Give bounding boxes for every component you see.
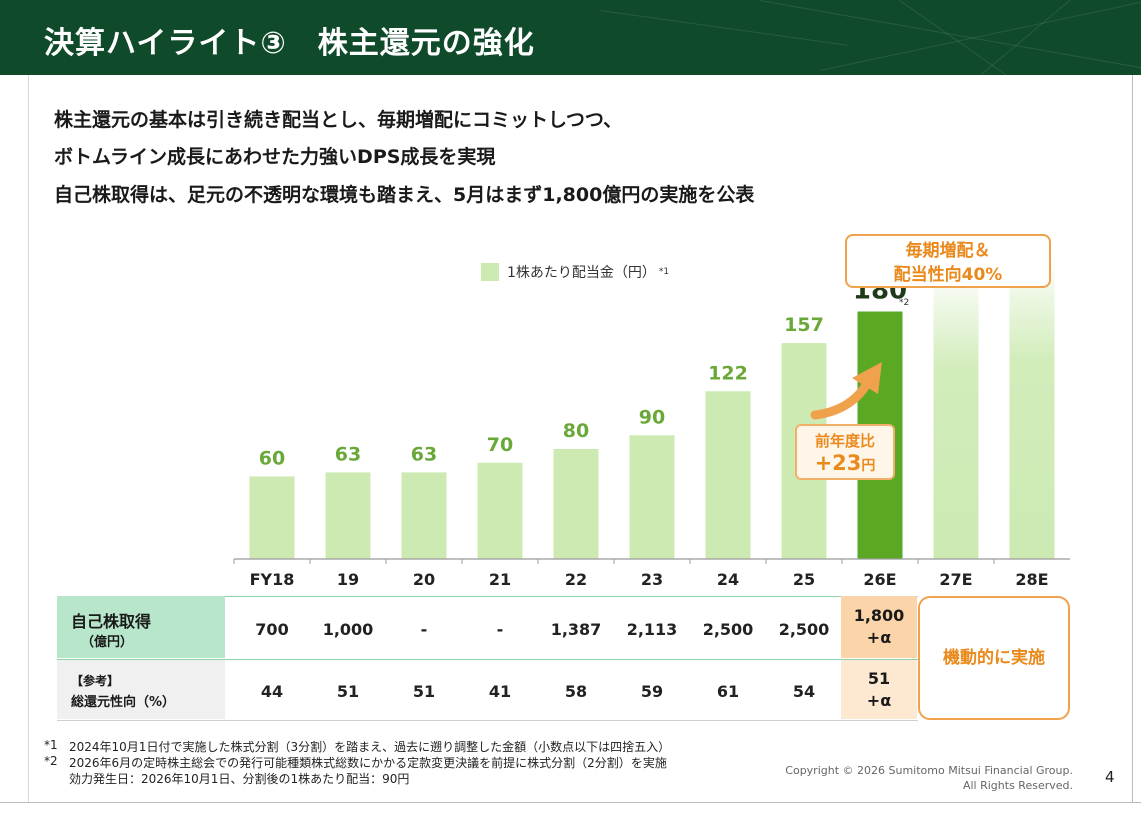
policy-line-2: 配当性向40%: [893, 265, 1003, 285]
payout-24: 61: [716, 682, 740, 701]
x-label-21: 21: [488, 570, 512, 589]
buyback-25: 2,500: [778, 620, 830, 639]
yoy-value: +23円: [797, 451, 893, 478]
payout-21: 41: [488, 682, 512, 701]
buyback-20: -: [420, 620, 428, 639]
payout-label: 総還元性向（%）: [71, 695, 176, 710]
buyback-unit: （億円）: [81, 635, 134, 650]
table-top-rule: [57, 596, 918, 597]
buyback-19: 1,000: [322, 620, 374, 639]
copyright: Copyright © 2026 Sumitomo Mitsui Financi…: [785, 763, 1073, 793]
buyback-21: -: [496, 620, 504, 639]
table-mid-rule: [57, 659, 918, 660]
x-label-FY18: FY18: [249, 570, 295, 589]
fy26-buyback-cell: [841, 596, 917, 658]
x-label-28E: 28E: [1015, 570, 1049, 589]
bar-21: [477, 462, 523, 559]
legend-label: 1株あたり配当金（円）: [507, 265, 656, 281]
left-border: [28, 75, 29, 802]
lead-line-1: 株主還元の基本は引き続き配当とし、毎期増配にコミットしつつ、: [54, 109, 623, 131]
buyback-23: 2,113: [626, 620, 678, 639]
bar-22: [553, 449, 599, 559]
page-title: 決算ハイライト③ 株主還元の強化: [44, 26, 535, 61]
yoy-amount: +23: [814, 451, 862, 475]
bar-24: [705, 391, 751, 559]
copyright-line-2: All Rights Reserved.: [962, 779, 1073, 792]
footnote-2: 2026年6月の定時株主総会での発行可能種類株式総数にかかる定款変更決議を前提に…: [69, 756, 667, 770]
table-bottom-rule: [57, 720, 918, 721]
bar-23: [629, 435, 675, 559]
x-label-24: 24: [716, 570, 740, 589]
payout-22: 58: [564, 682, 588, 701]
fy26-payout-value: 51: [867, 669, 891, 688]
copyright-line-1: Copyright © 2026 Sumitomo Mitsui Financi…: [785, 764, 1073, 777]
payout-ref: 【参考】: [71, 674, 120, 688]
policy-line-1: 毎期増配＆: [905, 241, 991, 261]
value-label-22: 80: [563, 420, 589, 442]
x-label-19: 19: [336, 570, 360, 589]
payout-FY18: 44: [260, 682, 284, 701]
value-label-19: 63: [335, 443, 361, 465]
footnote-1: 2024年10月1日付で実施した株式分割（3分割）を踏まえ、過去に遡り調整した金…: [69, 740, 671, 754]
value-label-21: 70: [487, 434, 513, 456]
yoy-unit: 円: [861, 458, 876, 474]
footnote-2-mark: *2: [44, 754, 58, 768]
footnote-1-mark: *1: [44, 738, 58, 752]
policy-callout: 毎期増配＆ 配当性向40%: [845, 234, 1051, 288]
x-label-27E: 27E: [939, 570, 973, 589]
bar-FY18: [249, 476, 295, 559]
right-border: [1132, 75, 1141, 802]
x-label-25: 25: [792, 570, 816, 589]
fy26-payout-plus: +α: [866, 691, 892, 710]
fy26-buyback-value: 1,800: [853, 606, 905, 625]
value-label-23: 90: [639, 406, 665, 428]
chart-legend: 1株あたり配当金（円） *1: [481, 262, 669, 282]
fy26-buyback-plus: +α: [866, 628, 892, 647]
payout-row-label: 【参考】 総還元性向（%）: [57, 660, 225, 719]
buyback-row-label: 自己株取得 （億円）: [57, 596, 225, 658]
buyback-24: 2,500: [702, 620, 754, 639]
x-label-26E: 26E: [863, 570, 897, 589]
x-label-23: 23: [640, 570, 664, 589]
value-label-20: 63: [411, 443, 437, 465]
trend-arrow: [810, 377, 873, 420]
page-number: 4: [1105, 768, 1115, 786]
buyback-FY18: 700: [255, 620, 289, 639]
bar-27E: [933, 267, 979, 559]
buyback-label: 自己株取得: [71, 612, 152, 631]
header-bar: 決算ハイライト③ 株主還元の強化: [0, 0, 1141, 75]
legend-note: *1: [658, 267, 670, 277]
bar-28E: [1009, 252, 1055, 559]
yoy-label: 前年度比: [814, 432, 875, 450]
x-label-22: 22: [564, 570, 588, 589]
flexible-callout: 機動的に実施: [918, 596, 1070, 720]
legend-swatch: [481, 263, 499, 281]
x-label-20: 20: [412, 570, 436, 589]
payout-19: 51: [336, 682, 360, 701]
value-note: *2: [899, 298, 910, 308]
payout-25: 54: [792, 682, 816, 701]
footnote-2b: 効力発生日：2026年10月1日、分割後の1株あたり配当：90円: [69, 772, 410, 786]
lead-line-3: 自己株取得は、足元の不透明な環境も踏まえ、5月はまず1,800億円の実施を公表: [54, 184, 755, 206]
value-label-25: 157: [784, 314, 824, 336]
lead-line-2: ボトムライン成長にあわせた力強いDPS成長を実現: [54, 146, 496, 168]
buyback-22: 1,387: [550, 620, 602, 639]
trend-arrow-head: [852, 362, 882, 394]
payout-20: 51: [412, 682, 436, 701]
fy26-payout-cell: [841, 660, 917, 719]
value-label-24: 122: [708, 362, 748, 384]
bottom-border: [0, 802, 1141, 813]
bar-20: [401, 472, 447, 559]
payout-23: 59: [640, 682, 664, 701]
yoy-callout: 前年度比 +23円: [795, 424, 895, 480]
value-label-FY18: 60: [259, 448, 285, 470]
bar-19: [325, 472, 371, 559]
